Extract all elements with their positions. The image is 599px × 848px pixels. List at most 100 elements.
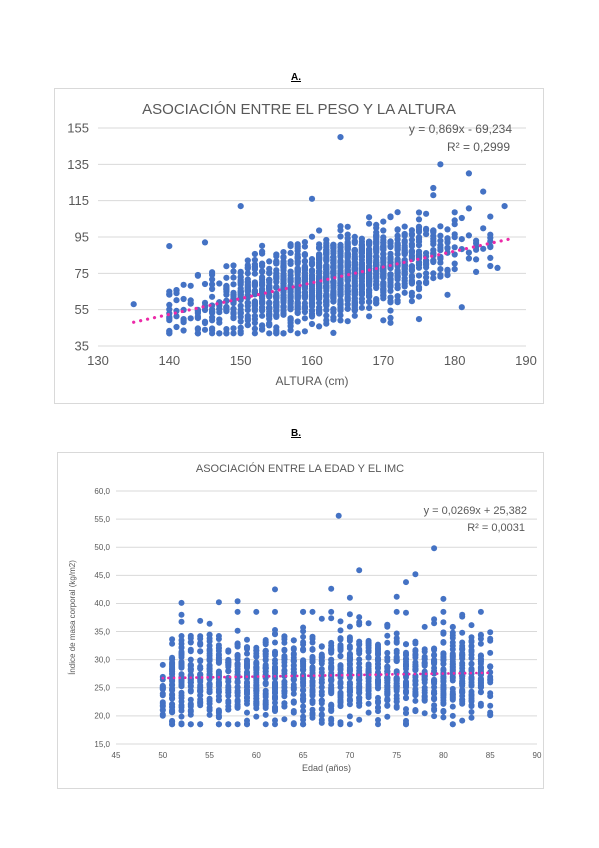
data-point xyxy=(244,679,250,686)
data-point xyxy=(187,656,194,663)
data-point xyxy=(358,291,365,298)
data-point xyxy=(244,663,250,669)
data-point xyxy=(215,721,222,728)
data-point xyxy=(187,672,194,679)
data-point xyxy=(301,252,308,259)
data-point xyxy=(380,218,387,225)
data-point xyxy=(346,697,353,704)
data-point xyxy=(421,687,428,694)
data-point xyxy=(337,636,344,643)
data-point xyxy=(290,646,297,653)
data-point xyxy=(328,608,335,615)
data-point xyxy=(431,645,438,652)
data-point xyxy=(166,243,173,250)
x-tick-label: 60 xyxy=(252,751,261,760)
data-point xyxy=(287,315,294,322)
data-point xyxy=(330,268,337,275)
data-point xyxy=(473,256,480,263)
data-point xyxy=(480,225,487,232)
data-point xyxy=(393,593,400,600)
data-point xyxy=(430,184,437,192)
data-point xyxy=(300,708,307,714)
data-point xyxy=(287,258,294,265)
data-point xyxy=(384,702,391,709)
data-point xyxy=(234,608,241,615)
data-point xyxy=(180,327,187,334)
data-point xyxy=(408,289,415,296)
data-point xyxy=(280,249,287,256)
data-point xyxy=(431,665,438,671)
data-point xyxy=(473,268,480,275)
data-point xyxy=(323,266,330,273)
data-point xyxy=(318,706,325,713)
data-point xyxy=(351,238,358,245)
y-tick-label: 75 xyxy=(75,266,89,281)
data-point xyxy=(301,257,308,264)
data-point xyxy=(234,721,241,728)
x-tick-label: 85 xyxy=(486,751,495,760)
data-point xyxy=(487,213,494,220)
data-point xyxy=(272,717,278,724)
data-point xyxy=(394,251,401,258)
data-point xyxy=(346,666,353,672)
data-point xyxy=(281,700,288,707)
data-point xyxy=(272,639,278,646)
data-point xyxy=(384,696,391,703)
data-point xyxy=(287,288,294,295)
data-point xyxy=(215,676,222,683)
data-point xyxy=(234,689,241,696)
data-point xyxy=(230,274,237,281)
y-axis-label: Índice de masa corporal (kg/m2) xyxy=(68,560,77,675)
data-point xyxy=(423,210,430,217)
data-point xyxy=(309,711,316,718)
data-point xyxy=(173,313,180,320)
data-point xyxy=(166,291,173,298)
data-point xyxy=(206,704,213,711)
data-point xyxy=(403,679,409,686)
data-point xyxy=(401,244,408,252)
data-point xyxy=(230,315,237,322)
data-point xyxy=(440,666,447,673)
data-point xyxy=(262,638,269,645)
data-point xyxy=(344,275,351,282)
data-point xyxy=(344,261,351,268)
data-point xyxy=(477,631,484,638)
data-point xyxy=(225,721,232,728)
data-point xyxy=(459,698,466,705)
trendline xyxy=(132,236,514,324)
data-point xyxy=(337,291,344,298)
data-point xyxy=(323,257,330,264)
data-point xyxy=(337,244,344,251)
data-point xyxy=(259,326,266,333)
data-point xyxy=(337,652,344,659)
data-point xyxy=(358,245,365,252)
data-point xyxy=(187,687,194,694)
data-point xyxy=(159,661,166,668)
data-point xyxy=(318,691,325,698)
data-point xyxy=(401,237,408,244)
data-point xyxy=(173,297,180,304)
data-point xyxy=(365,709,372,716)
data-point xyxy=(351,300,358,307)
data-point xyxy=(244,292,251,299)
data-point xyxy=(468,709,475,715)
data-point xyxy=(459,651,466,658)
data-point xyxy=(423,227,430,234)
data-point xyxy=(403,655,409,662)
data-point xyxy=(451,231,458,238)
data-point xyxy=(380,246,387,253)
data-point xyxy=(266,282,273,290)
data-point xyxy=(393,698,400,705)
data-point xyxy=(487,679,494,686)
x-tick-label: 70 xyxy=(345,751,354,760)
data-point xyxy=(431,705,438,712)
data-point xyxy=(273,253,280,260)
data-point xyxy=(468,714,475,721)
data-point xyxy=(415,216,423,223)
data-point xyxy=(330,291,337,298)
data-point xyxy=(408,267,415,274)
data-point xyxy=(403,695,409,702)
data-point xyxy=(294,254,301,262)
data-point xyxy=(251,301,258,308)
y-tick-label: 95 xyxy=(75,230,89,245)
